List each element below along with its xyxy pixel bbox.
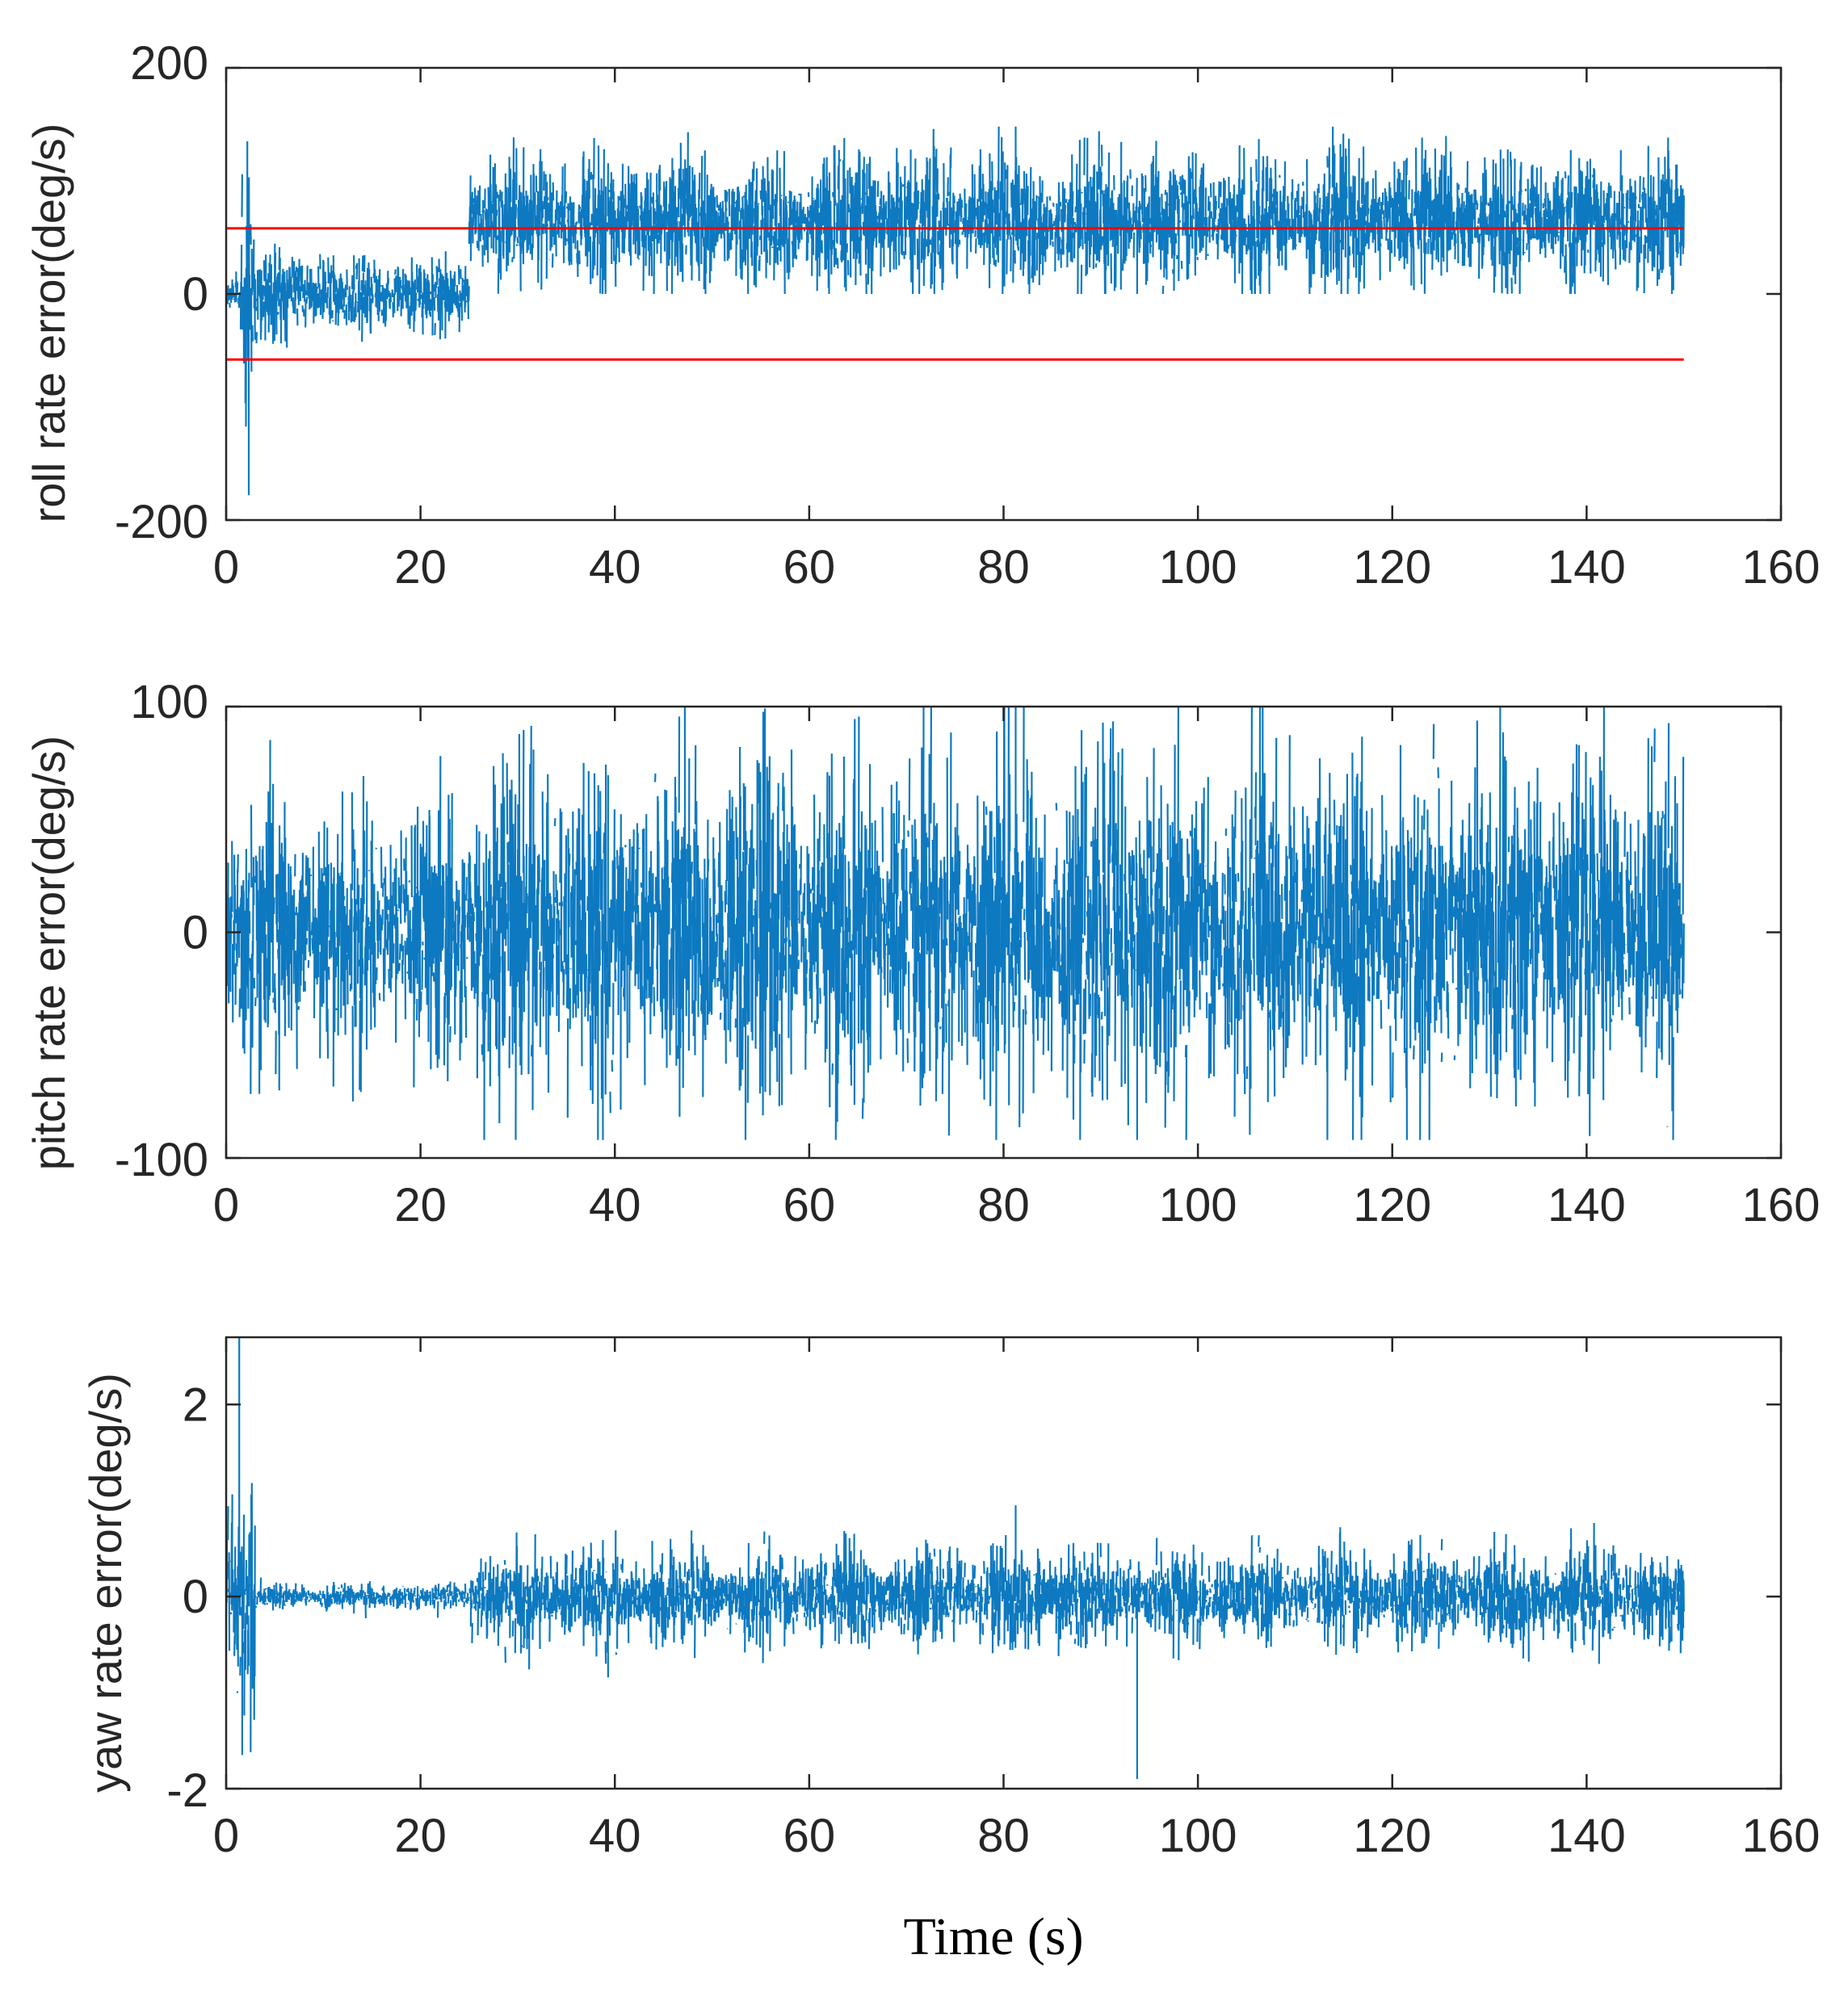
yaw-rate-panel: 0 20 40 60 80 100 120 140 160-202 yaw rate error…	[80, 1336, 1821, 1862]
yaw-ylabel: yaw rate error(deg/s)	[80, 1373, 131, 1793]
yaw-xtick-label: 20	[394, 1810, 447, 1862]
pitch-ytick-label: -100	[115, 1134, 208, 1186]
roll-ytick-label: 0	[183, 268, 208, 321]
pitch-xtick-label: 120	[1353, 1179, 1431, 1231]
pitch-xtick-label: 160	[1742, 1179, 1821, 1231]
yaw-ytick-label: 0	[183, 1571, 208, 1623]
roll-xtick-label: 160	[1742, 541, 1821, 594]
yaw-xtick-label: 80	[977, 1810, 1030, 1862]
pitch-xtick-label: 140	[1548, 1179, 1626, 1231]
yaw-ytick-label: 2	[183, 1378, 208, 1431]
yaw-plot-area: 0 20 40 60 80 100 120 140 160-202	[166, 1336, 1821, 1862]
roll-xtick-label: 0	[213, 541, 239, 594]
roll-xtick-label: 120	[1353, 541, 1431, 594]
time-xlabel: Time (s)	[903, 1907, 1083, 1966]
roll-xtick-label: 20	[394, 541, 447, 594]
pitch-xtick-label: 80	[977, 1179, 1030, 1231]
yaw-xtick-label: 160	[1742, 1810, 1821, 1862]
yaw-xtick-label: 140	[1548, 1810, 1626, 1862]
roll-ylabel: roll rate error(deg/s)	[23, 124, 74, 523]
roll-ytick-label: -200	[115, 496, 208, 548]
pitch-xtick-label: 20	[394, 1179, 447, 1231]
yaw-ytick-label: -2	[166, 1764, 208, 1817]
pitch-xtick-label: 60	[783, 1179, 836, 1231]
roll-xtick-label: 40	[589, 541, 641, 594]
roll-xtick-label: 140	[1548, 541, 1626, 594]
pitch-ylabel: pitch rate error(deg/s)	[23, 736, 74, 1170]
yaw-xtick-label: 100	[1159, 1810, 1237, 1862]
yaw-xtick-label: 120	[1353, 1810, 1431, 1862]
pitch-xtick-label: 40	[589, 1179, 641, 1231]
roll-xtick-label: 60	[783, 541, 836, 594]
pitch-ytick-label: 100	[130, 676, 208, 728]
roll-xtick-label: 100	[1159, 541, 1237, 594]
pitch-xtick-label: 100	[1159, 1179, 1237, 1231]
yaw-xtick-label: 60	[783, 1810, 836, 1862]
pitch-ytick-label: 0	[183, 907, 208, 959]
roll-xtick-label: 80	[977, 541, 1030, 594]
yaw-xtick-label: 40	[589, 1810, 641, 1862]
yaw-xtick-label: 0	[213, 1810, 239, 1862]
roll-ytick-label: 200	[130, 37, 208, 90]
pitch-xtick-label: 0	[213, 1179, 239, 1231]
